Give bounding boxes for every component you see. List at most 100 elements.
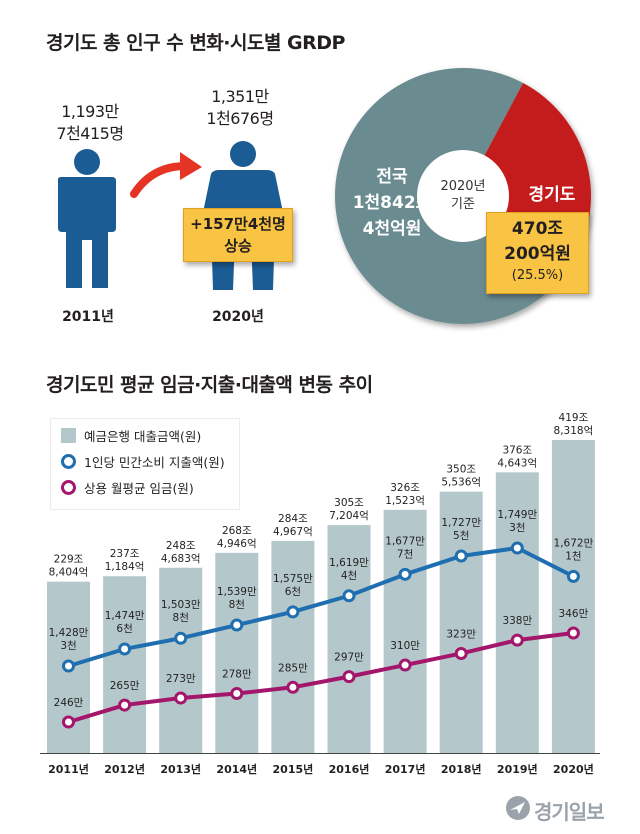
point-label-wage-0: 246만 bbox=[54, 697, 84, 709]
population-2020-line1: 1,351만 bbox=[211, 87, 269, 106]
increase-line2: 상승 bbox=[224, 237, 252, 255]
x-tick-label-5: 2016년 bbox=[329, 762, 370, 776]
bar-loans-7 bbox=[439, 491, 483, 753]
point-consumption-5 bbox=[342, 589, 356, 603]
point-label-consumption-2: 1,503만 8천 bbox=[161, 599, 201, 624]
bar-loans-3 bbox=[215, 552, 259, 753]
point-label-consumption-0: 1,428만 3천 bbox=[49, 627, 89, 652]
point-wage-8 bbox=[510, 633, 524, 647]
population-2011-line2: 7천415명 bbox=[56, 124, 124, 143]
point-label-consumption-3: 1,539만 8천 bbox=[217, 586, 257, 611]
point-consumption-9 bbox=[566, 569, 580, 583]
population-grdp-title: 경기도 총 인구 수 변화·시도별 GRDP bbox=[46, 32, 345, 54]
bar-label-loans-1: 237조 1,184억 bbox=[105, 548, 145, 573]
bar-loans-9 bbox=[551, 440, 595, 753]
x-tick-label-0: 2011년 bbox=[48, 762, 89, 776]
population-increase-box: +157만4천명 상승 bbox=[183, 208, 293, 262]
point-wage-2 bbox=[174, 691, 188, 705]
point-consumption-8 bbox=[510, 541, 524, 555]
legend-marker-wage bbox=[61, 479, 76, 495]
point-wage-5 bbox=[342, 670, 356, 684]
bar-loans-2 bbox=[159, 567, 203, 753]
legend-label-consumption: 1인당 민간소비 지출액(원) bbox=[84, 454, 225, 470]
point-wage-0 bbox=[62, 715, 75, 729]
year-2011-label: 2011년 bbox=[62, 309, 114, 325]
point-label-consumption-7: 1,727만 5천 bbox=[441, 517, 481, 542]
point-label-wage-2: 273만 bbox=[166, 673, 196, 685]
bar-label-loans-9: 419조 8,318억 bbox=[554, 412, 594, 437]
point-label-consumption-4: 1,575만 6천 bbox=[273, 573, 313, 598]
newspaper-logo-icon bbox=[506, 796, 530, 820]
point-consumption-3 bbox=[230, 618, 244, 632]
point-consumption-0 bbox=[62, 659, 75, 673]
increase-line1: +157만4천명 bbox=[190, 215, 286, 233]
point-wage-6 bbox=[398, 658, 412, 672]
legend-swatch-loans bbox=[61, 427, 76, 443]
point-label-consumption-1: 1,474만 6천 bbox=[105, 610, 145, 635]
bar-label-loans-6: 326조 1,523억 bbox=[385, 482, 425, 507]
point-consumption-1 bbox=[118, 642, 132, 656]
gyeonggi-line2: 200억원 bbox=[504, 244, 571, 264]
newspaper-logo: 경기일보 bbox=[534, 800, 605, 824]
bar-loans-1 bbox=[103, 576, 147, 753]
legend-label-loans: 예금은행 대출금액(원) bbox=[84, 428, 202, 444]
point-label-wage-1: 265만 bbox=[110, 680, 140, 692]
trend-chart: 229조 8,404억 237조 1,184억 248조 4,683억 268조 4,946억… bbox=[40, 412, 600, 776]
gyeonggi-label: 경기도 bbox=[528, 185, 576, 205]
increase-arrow-icon bbox=[130, 152, 202, 198]
population-2011-value: 1,193만 7천415명 bbox=[44, 101, 136, 145]
x-tick-label-1: 2012년 bbox=[104, 762, 145, 776]
year-2020-label: 2020년 bbox=[212, 309, 264, 325]
pie-center-line1: 2020년 bbox=[440, 179, 486, 194]
bar-label-loans-3: 268조 4,946억 bbox=[217, 525, 257, 550]
point-label-wage-3: 278만 bbox=[222, 669, 252, 681]
income-trend-title: 경기도민 평균 임금·지출·대출액 변동 추이 bbox=[46, 374, 373, 396]
bar-label-loans-7: 350조 5,536억 bbox=[441, 464, 481, 489]
point-wage-7 bbox=[454, 646, 468, 660]
line-consumption bbox=[67, 546, 575, 668]
point-consumption-6 bbox=[398, 567, 412, 581]
national-line2: 1천842조 bbox=[352, 193, 432, 213]
x-tick-label-4: 2015년 bbox=[273, 762, 314, 776]
bar-loans-8 bbox=[495, 472, 539, 753]
point-label-consumption-6: 1,677만 7천 bbox=[385, 535, 425, 560]
point-label-wage-5: 297만 bbox=[334, 652, 364, 664]
point-consumption-2 bbox=[174, 631, 188, 645]
gyeonggi-line1: 470조 bbox=[511, 219, 564, 239]
bar-loans-6 bbox=[383, 509, 427, 753]
x-tick-label-2: 2013년 bbox=[160, 762, 201, 776]
bar-loans-5 bbox=[327, 525, 371, 753]
pie-center-line2: 기준 bbox=[451, 197, 475, 212]
bar-label-loans-5: 305조 7,204억 bbox=[329, 497, 369, 522]
gyeonggi-pct: (25.5%) bbox=[511, 268, 564, 283]
x-tick-label-8: 2019년 bbox=[497, 762, 538, 776]
point-label-consumption-9: 1,672만 1천 bbox=[554, 537, 594, 562]
point-consumption-7 bbox=[454, 549, 468, 563]
population-2020-line2: 1천676명 bbox=[206, 109, 274, 128]
population-2011-line1: 1,193만 bbox=[61, 102, 119, 121]
point-wage-3 bbox=[230, 687, 244, 701]
x-tick-label-6: 2017년 bbox=[385, 762, 426, 776]
pie-center-label: 2020년 기준 bbox=[423, 178, 503, 214]
national-line3: 4천억원 bbox=[362, 219, 422, 239]
point-label-consumption-8: 1,749만 3천 bbox=[497, 509, 537, 534]
bar-loans-4 bbox=[271, 540, 315, 753]
legend-marker-consumption bbox=[61, 453, 76, 469]
national-label: 전국 1천842조 4천억원 bbox=[347, 164, 437, 242]
point-label-wage-9: 346만 bbox=[559, 608, 589, 620]
bar-label-loans-2: 248조 4,683억 bbox=[161, 540, 201, 565]
legend-item-loans: 예금은행 대출금액(원) bbox=[61, 425, 229, 445]
point-consumption-4 bbox=[286, 605, 300, 619]
population-2020-value: 1,351만 1천676명 bbox=[190, 86, 290, 130]
bar-label-loans-4: 284조 4,967억 bbox=[273, 513, 313, 538]
point-label-wage-8: 338만 bbox=[502, 615, 532, 627]
legend-item-consumption: 1인당 민간소비 지출액(원) bbox=[61, 451, 229, 471]
person-icon-2011 bbox=[58, 149, 116, 288]
gyeonggi-grdp-box: 470조 200억원 (25.5%) bbox=[486, 212, 589, 294]
point-wage-1 bbox=[118, 698, 132, 712]
x-tick-label-3: 2014년 bbox=[216, 762, 257, 776]
chart-legend: 예금은행 대출금액(원) 1인당 민간소비 지출액(원) 상용 월평균 임금(원… bbox=[50, 418, 240, 510]
point-label-wage-4: 285만 bbox=[278, 662, 308, 674]
national-line1: 전국 bbox=[376, 167, 408, 187]
